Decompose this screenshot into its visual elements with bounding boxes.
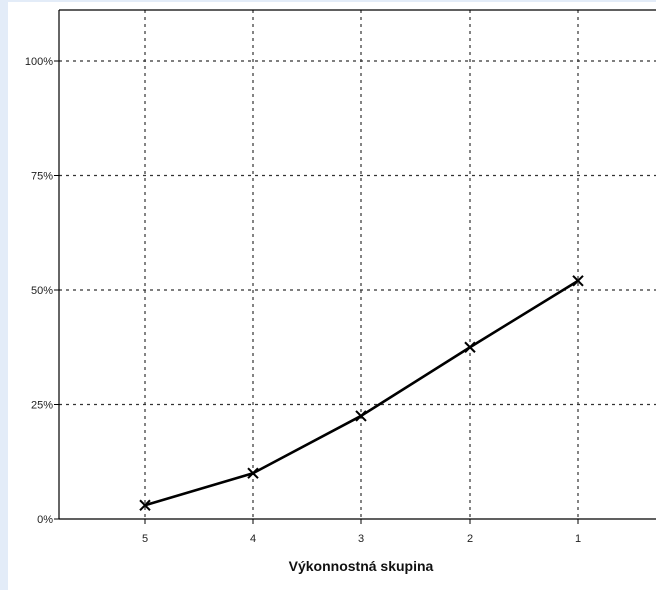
y-tick-label-4: 100% [25, 56, 53, 68]
data-point-mark-b-3 [464, 341, 476, 353]
grid-layer [59, 10, 656, 519]
x-tick-label-4: 1 [575, 533, 581, 545]
ticks-layer: 0% 25% 50% 75% 100% 5 4 3 2 1 [25, 56, 581, 545]
series-layer [139, 275, 584, 511]
x-tick-label-2: 3 [358, 533, 364, 545]
chart-frame: 0% 25% 50% 75% 100% 5 4 3 2 1 Výkonnostná skupina [8, 2, 656, 590]
data-point-mark-b-1 [247, 467, 259, 479]
data-point-0 [139, 499, 151, 511]
x-tick-label-1: 4 [250, 533, 256, 545]
data-point-3 [464, 341, 476, 353]
data-point-mark-b-4 [572, 275, 584, 287]
x-axis-title: Výkonnostná skupina [289, 558, 434, 574]
data-point-2 [355, 410, 367, 422]
axes-layer [58, 9, 656, 520]
y-tick-label-3: 75% [31, 171, 53, 183]
y-tick-label-1: 25% [31, 400, 53, 412]
y-tick-label-2: 50% [31, 285, 53, 297]
x-tick-label-3: 2 [467, 533, 473, 545]
data-point-4 [572, 275, 584, 287]
line-chart: 0% 25% 50% 75% 100% 5 4 3 2 1 Výkonnostná skupina [25, 9, 656, 574]
y-tick-label-0: 0% [37, 514, 53, 526]
x-tick-label-0: 5 [142, 533, 148, 545]
data-point-mark-b-2 [355, 410, 367, 422]
data-point-1 [247, 467, 259, 479]
data-point-mark-b-0 [139, 499, 151, 511]
series-line-0 [144, 279, 579, 507]
